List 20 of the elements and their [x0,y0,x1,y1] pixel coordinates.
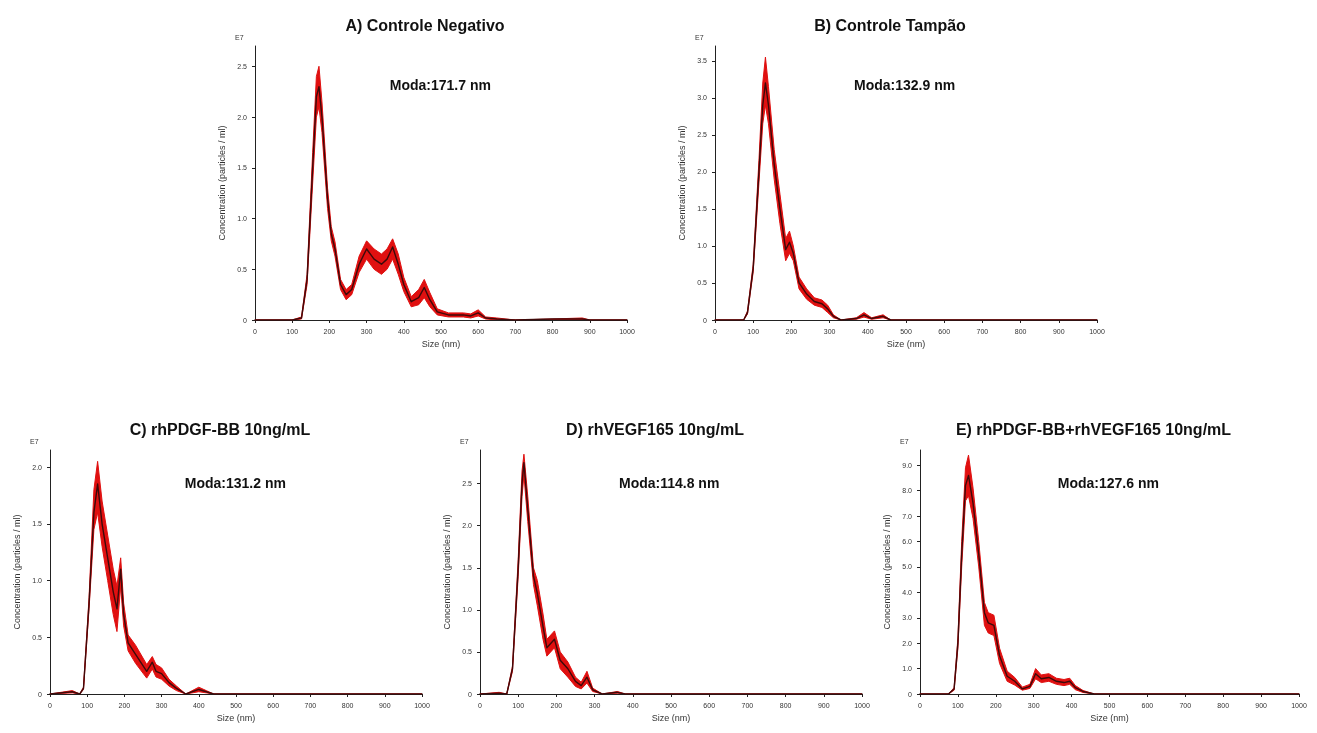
x-axis-title: Size (nm) [886,339,926,350]
chart-title: A) Controle Negativo [345,16,505,34]
annotation: Moda:171.7 nm [389,77,491,93]
x-axis-title: Size (nm) [651,713,691,724]
chart-title: C) rhPDGF-BB 10ng/mL [129,420,311,438]
annotation: Moda:132.9 nm [854,77,956,93]
x-axis-title: Size (nm) [216,713,256,724]
chart-title: D) rhVEGF165 10ng/mL [566,420,745,438]
annotation: Moda:131.2 nm [184,475,286,491]
y-axis-title: Concentration (particles / ml) [216,125,227,241]
y-axis-title: Concentration (particles / ml) [676,125,687,241]
y-axis-title: Concentration (particles / ml) [11,514,22,630]
y-axis-title: Concentration (particles / ml) [441,514,452,630]
annotation: Moda:114.8 nm [619,475,720,491]
x-axis-title: Size (nm) [1090,713,1129,724]
annotation: Moda:127.6 nm [1057,475,1159,491]
chart-title: E) rhPDGF-BB+rhVEGF165 10ng/mL [955,420,1232,438]
chart-title: B) Controle Tampão [814,16,967,34]
y-axis-title: Concentration (particles / ml) [881,514,892,630]
x-axis-title: Size (nm) [421,339,461,350]
